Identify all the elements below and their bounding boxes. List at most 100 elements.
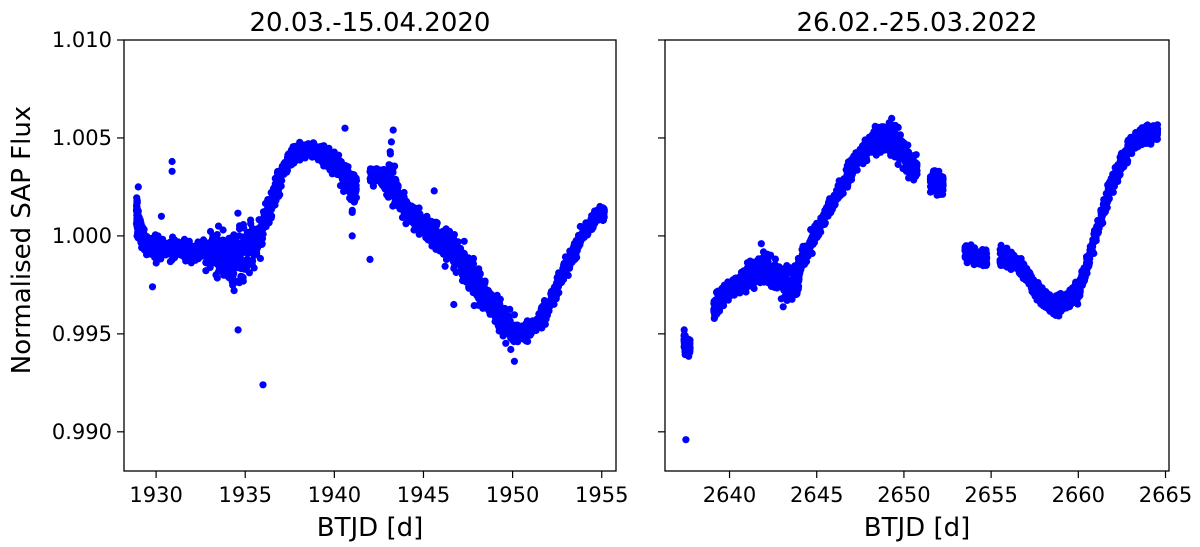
x-tick-label: 1945 — [397, 483, 450, 507]
data-point — [817, 221, 825, 229]
data-point — [279, 170, 287, 178]
data-point — [764, 258, 772, 266]
x-tick-label: 1955 — [575, 483, 628, 507]
data-point — [589, 217, 597, 225]
panel-title: 20.03.-15.04.2020 — [250, 8, 491, 38]
data-point — [133, 197, 141, 205]
outlier-point — [450, 300, 458, 309]
data-point — [441, 262, 449, 270]
data-point — [485, 299, 493, 307]
data-point — [868, 148, 876, 156]
data-point — [557, 278, 565, 287]
data-point — [146, 247, 154, 255]
data-point — [909, 165, 917, 173]
data-point — [501, 304, 509, 313]
x-tick-label: 1930 — [129, 483, 182, 507]
data-point — [599, 216, 607, 224]
data-point — [230, 287, 238, 295]
data-point — [796, 269, 804, 277]
data-point — [256, 241, 264, 249]
data-point — [271, 196, 279, 204]
outlier-point — [348, 208, 356, 216]
data-point — [144, 242, 152, 250]
data-point — [743, 272, 751, 280]
data-point — [501, 320, 510, 328]
data-point — [771, 272, 779, 280]
data-point — [171, 236, 179, 244]
data-point — [747, 282, 755, 290]
data-point — [874, 131, 882, 139]
data-point — [182, 245, 190, 253]
data-point — [900, 139, 908, 147]
data-point — [580, 227, 588, 235]
data-point — [234, 209, 242, 217]
data-point — [884, 127, 893, 135]
data-point — [188, 242, 196, 250]
data-point — [411, 210, 419, 218]
data-point — [718, 300, 726, 308]
outlier-point — [168, 167, 176, 175]
data-point — [874, 142, 882, 150]
outlier-point — [507, 345, 515, 354]
data-point — [848, 172, 856, 180]
data-point — [154, 239, 162, 247]
data-point — [389, 168, 397, 176]
data-point — [296, 151, 304, 159]
data-point — [348, 175, 356, 183]
outlier-point — [510, 357, 518, 365]
data-point — [891, 143, 899, 151]
data-point — [157, 255, 165, 263]
data-point — [191, 248, 199, 256]
data-point — [198, 252, 206, 260]
data-point — [216, 237, 224, 245]
data-point — [884, 133, 892, 141]
data-point — [244, 249, 252, 257]
data-point — [135, 216, 143, 224]
data-point — [378, 174, 386, 182]
x-axis: 1930 1935 1940 1945 1950 1955 — [129, 471, 628, 507]
data-point — [268, 203, 276, 212]
data-point — [250, 233, 258, 241]
panel-2022: 26.02.-25.03.2022 2640 2645 2650 2655 2660 26… — [658, 8, 1192, 543]
data-point — [911, 172, 919, 180]
outlier-point — [214, 222, 223, 230]
data-point — [852, 162, 860, 170]
data-point — [278, 176, 286, 185]
data-point — [718, 284, 727, 292]
data-point — [323, 151, 331, 159]
data-point — [388, 162, 396, 170]
data-point — [265, 212, 273, 220]
data-point — [486, 292, 494, 300]
data-point — [182, 239, 190, 247]
data-point — [813, 233, 821, 242]
data-point — [331, 153, 339, 161]
data-point — [780, 265, 788, 273]
data-point — [894, 123, 902, 131]
data-point — [277, 182, 285, 190]
scatter-points — [680, 114, 1162, 444]
data-point — [686, 336, 694, 344]
data-point — [420, 214, 428, 222]
data-point — [447, 241, 455, 249]
data-point — [541, 320, 549, 328]
data-point — [794, 283, 802, 291]
outlier-point — [430, 187, 438, 195]
outlier-point — [341, 124, 349, 132]
data-point — [429, 238, 437, 247]
x-tick-label: 1935 — [218, 483, 271, 507]
data-point — [350, 191, 358, 199]
data-point — [491, 317, 499, 326]
outlier-point — [366, 255, 374, 263]
x-axis-label: BTJD [d] — [317, 513, 423, 543]
data-point — [171, 254, 179, 262]
data-point — [238, 238, 246, 247]
data-point — [245, 258, 253, 266]
data-point — [493, 291, 501, 299]
data-point — [252, 249, 261, 258]
data-point — [227, 257, 235, 265]
data-point — [245, 269, 253, 277]
y-tick-label: 0.990 — [52, 420, 112, 444]
data-point — [184, 255, 192, 263]
data-point — [511, 328, 519, 336]
